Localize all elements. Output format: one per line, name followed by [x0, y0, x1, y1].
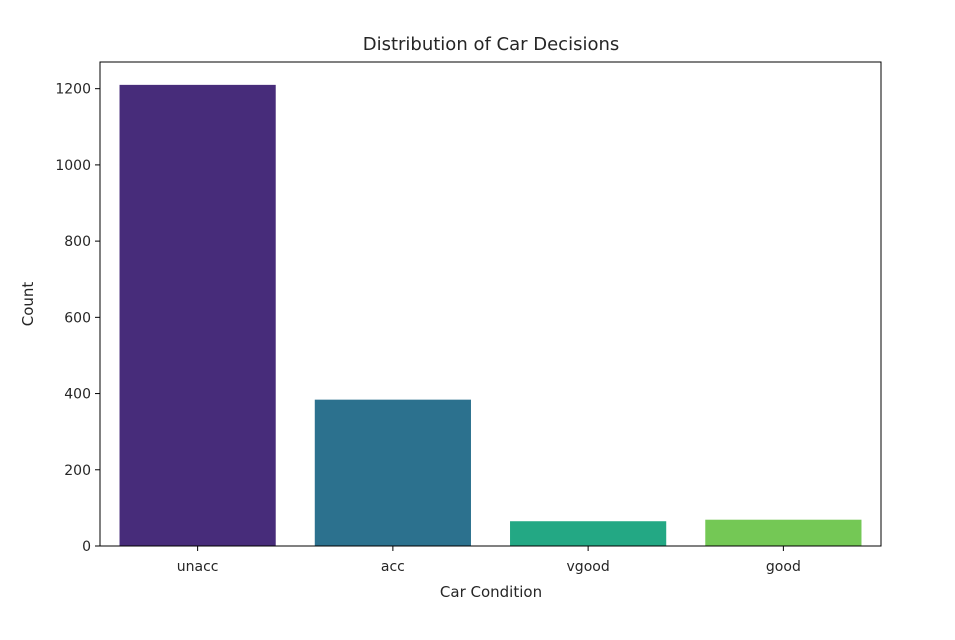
y-tick-label: 800	[64, 234, 91, 250]
y-tick-label: 1000	[55, 158, 91, 174]
x-tick-label-good: good	[766, 559, 801, 575]
x-axis-label: Car Condition	[440, 583, 542, 601]
bar-good	[705, 519, 862, 546]
y-axis-label: Count	[19, 282, 37, 327]
plot-frame	[99, 61, 882, 547]
x-tick-label-vgood: vgood	[567, 559, 610, 575]
y-tick-label: 200	[64, 463, 91, 479]
bars-group	[119, 84, 862, 546]
y-tick-label: 400	[64, 387, 91, 403]
x-tick-label-unacc: unacc	[177, 559, 219, 575]
bar-unacc	[119, 84, 276, 546]
y-tick-label: 1200	[55, 82, 91, 98]
y-axis-ticks: 0 200 400 600 800 1000 1200	[55, 82, 100, 555]
chart-title: Distribution of Car Decisions	[363, 34, 620, 55]
bar-vgood	[510, 521, 667, 546]
y-tick-label: 600	[64, 310, 91, 326]
bar-acc	[314, 399, 471, 546]
x-axis-ticks: unacc acc vgood good	[177, 546, 801, 575]
x-tick-label-acc: acc	[381, 559, 405, 575]
y-tick-label: 0	[82, 539, 91, 555]
